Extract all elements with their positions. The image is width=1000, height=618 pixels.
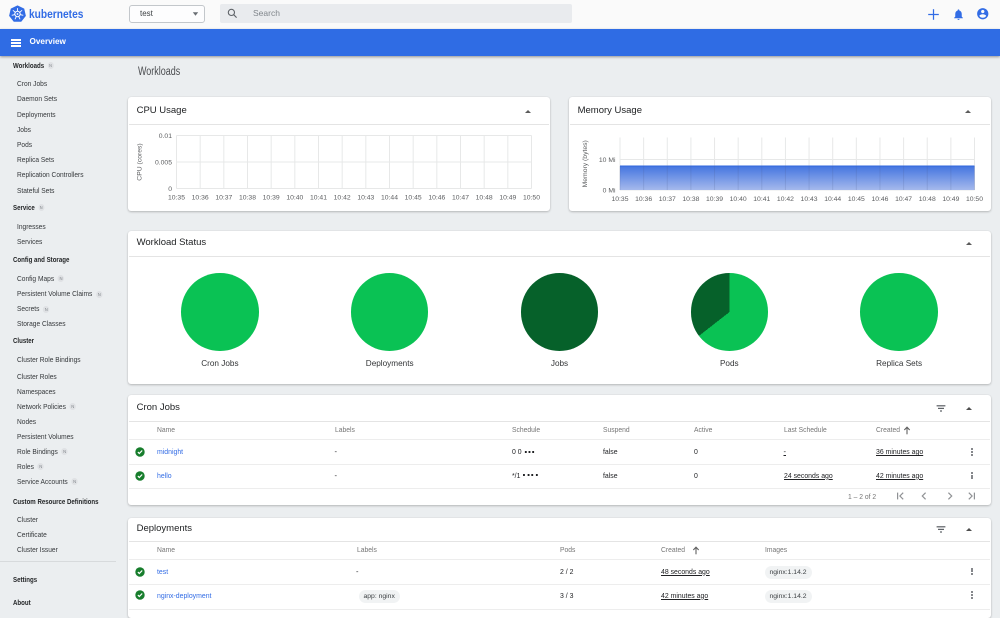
svg-text:Memory (bytes): Memory (bytes) — [582, 140, 589, 187]
svg-text:0: 0 — [168, 186, 172, 193]
svg-text:10:47: 10:47 — [895, 196, 912, 203]
svg-text:10:48: 10:48 — [919, 196, 936, 203]
svg-text:10:40: 10:40 — [730, 196, 747, 203]
svg-text:10:44: 10:44 — [381, 195, 398, 202]
svg-text:10:39: 10:39 — [263, 195, 280, 202]
svg-text:10:49: 10:49 — [499, 195, 516, 202]
svg-text:10:36: 10:36 — [635, 196, 652, 203]
svg-text:10:49: 10:49 — [942, 196, 959, 203]
svg-text:10:35: 10:35 — [611, 196, 628, 203]
svg-text:10:47: 10:47 — [452, 195, 469, 202]
svg-text:10:45: 10:45 — [405, 195, 422, 202]
svg-text:10:43: 10:43 — [357, 195, 374, 202]
svg-text:10:41: 10:41 — [310, 195, 327, 202]
svg-text:0.005: 0.005 — [155, 159, 172, 166]
svg-text:10:50: 10:50 — [966, 196, 983, 203]
svg-text:0.01: 0.01 — [159, 133, 172, 140]
svg-text:10:36: 10:36 — [192, 195, 209, 202]
svg-text:10:35: 10:35 — [168, 195, 185, 202]
svg-text:10:42: 10:42 — [777, 196, 794, 203]
svg-text:10:42: 10:42 — [334, 195, 351, 202]
svg-text:CPU (cores): CPU (cores) — [137, 143, 144, 180]
svg-text:10:48: 10:48 — [476, 195, 493, 202]
svg-text:10:41: 10:41 — [753, 196, 770, 203]
svg-text:10:46: 10:46 — [871, 196, 888, 203]
svg-text:10:40: 10:40 — [286, 195, 303, 202]
svg-text:10 Mi: 10 Mi — [599, 157, 616, 164]
svg-text:10:43: 10:43 — [801, 196, 818, 203]
svg-text:10:37: 10:37 — [659, 196, 676, 203]
svg-text:10:37: 10:37 — [215, 195, 232, 202]
svg-text:10:38: 10:38 — [682, 196, 699, 203]
svg-text:10:44: 10:44 — [824, 196, 841, 203]
svg-text:10:38: 10:38 — [239, 195, 256, 202]
svg-text:0 Mi: 0 Mi — [603, 187, 616, 194]
svg-text:10:45: 10:45 — [848, 196, 865, 203]
svg-text:10:39: 10:39 — [706, 196, 723, 203]
svg-text:10:46: 10:46 — [428, 195, 445, 202]
svg-text:10:50: 10:50 — [523, 195, 540, 202]
